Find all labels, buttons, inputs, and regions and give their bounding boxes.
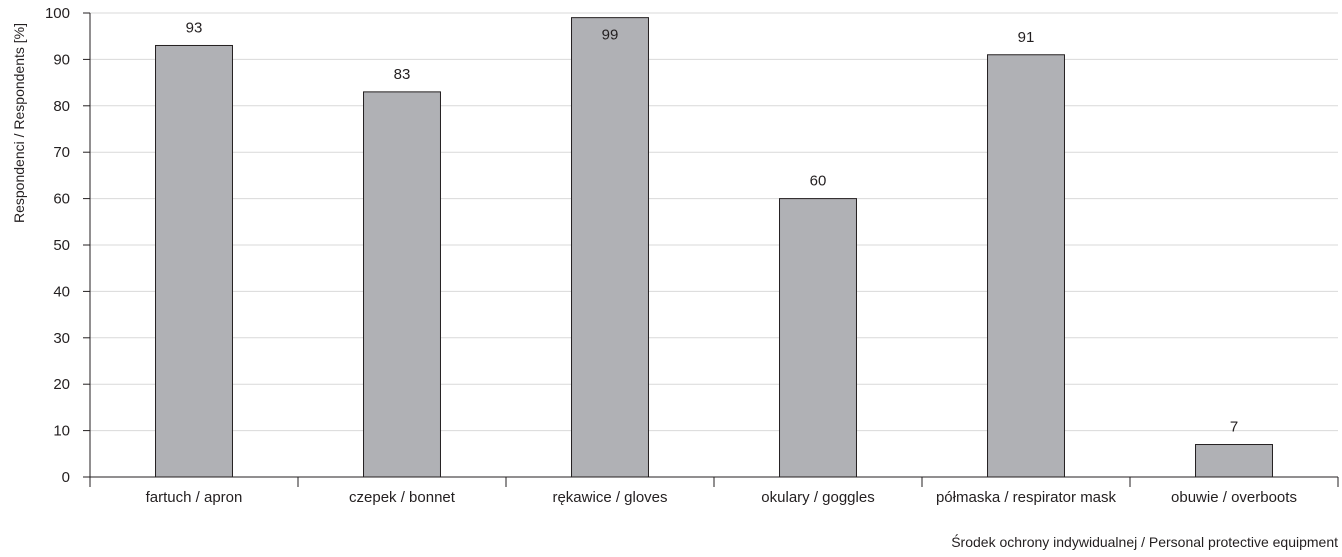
y-tick-label: 100 <box>45 5 70 22</box>
bar <box>155 44 233 478</box>
x-ticks: fartuch / apron czepek / bonnet rękawice /… <box>89 477 1339 506</box>
x-category-label: rękawice / gloves <box>552 489 667 506</box>
bar <box>779 198 857 478</box>
y-tick-label: 50 <box>53 237 70 254</box>
y-tick-label: 0 <box>62 469 70 486</box>
y-tick-label: 10 <box>53 423 70 440</box>
bars <box>155 17 1273 478</box>
x-axis-title: Środek ochrony indywidualnej / Personal … <box>951 533 1338 550</box>
x-category-label: czepek / bonnet <box>349 489 456 506</box>
y-tick-label: 40 <box>53 283 70 300</box>
bar <box>987 54 1065 478</box>
bar <box>363 91 441 478</box>
bar <box>1195 444 1273 478</box>
y-tick-label: 70 <box>53 144 70 161</box>
bar <box>571 17 649 478</box>
data-label: 93 <box>186 19 203 36</box>
y-tick-label: 80 <box>53 98 70 115</box>
y-tick-label: 60 <box>53 191 70 208</box>
x-category-label: obuwie / overboots <box>1171 489 1297 506</box>
y-axis-title: Respondenci / Respondents [%] <box>11 23 27 223</box>
data-label: 7 <box>1230 419 1238 436</box>
gridlines <box>90 12 1338 432</box>
data-label: 91 <box>1018 29 1035 46</box>
x-category-label: półmaska / respirator mask <box>936 489 1117 506</box>
data-label: 99 <box>602 27 619 44</box>
data-label: 83 <box>394 66 411 83</box>
y-tick-label: 90 <box>53 51 70 68</box>
data-labels: 93 83 99 60 91 7 <box>186 19 1239 435</box>
y-tick-label: 20 <box>53 376 70 393</box>
y-ticks: 0 10 20 30 40 50 60 70 80 90 100 <box>45 5 90 486</box>
x-category-label: okulary / goggles <box>761 489 874 506</box>
x-category-label: fartuch / apron <box>146 489 243 506</box>
y-tick-label: 30 <box>53 330 70 347</box>
data-label: 60 <box>810 173 827 190</box>
